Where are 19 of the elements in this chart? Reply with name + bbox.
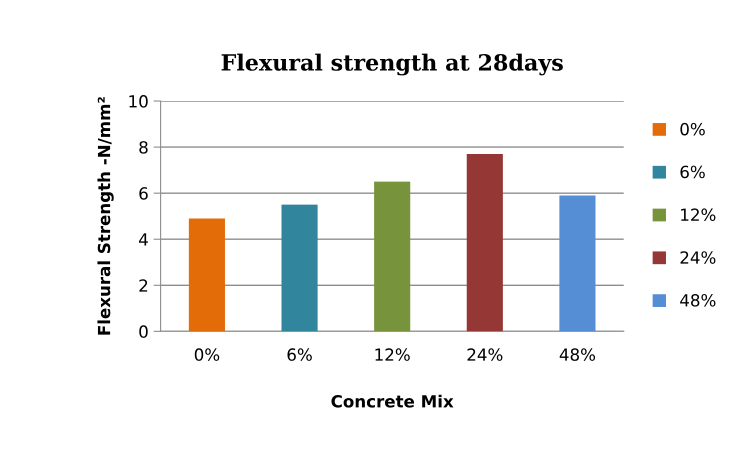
y-axis-title: Flexural Strength -N/mm² xyxy=(97,97,114,335)
legend-label: 24% xyxy=(680,251,716,264)
legend-label: 6% xyxy=(680,166,705,178)
y-tick-label: 2 xyxy=(139,279,148,292)
x-axis-title: Concrete Mix xyxy=(331,394,454,408)
x-tick-label: 6% xyxy=(287,348,312,361)
x-tick-label: 24% xyxy=(468,348,502,361)
y-tick-label: 0 xyxy=(139,325,148,338)
y-tick-label: 10 xyxy=(129,95,148,108)
x-tick-label: 0% xyxy=(194,348,220,361)
x-tick-label: 48% xyxy=(560,348,596,361)
y-tick-label: 8 xyxy=(139,141,148,154)
legend-label: 48% xyxy=(680,294,716,307)
legend-label: 12% xyxy=(681,208,716,222)
legend-label: 0% xyxy=(680,122,705,136)
x-tick-label: 12% xyxy=(375,348,410,361)
y-tick-label: 4 xyxy=(139,233,148,246)
chart-title: Flexural strength at 28days xyxy=(222,54,563,76)
y-tick-label: 6 xyxy=(139,187,148,200)
